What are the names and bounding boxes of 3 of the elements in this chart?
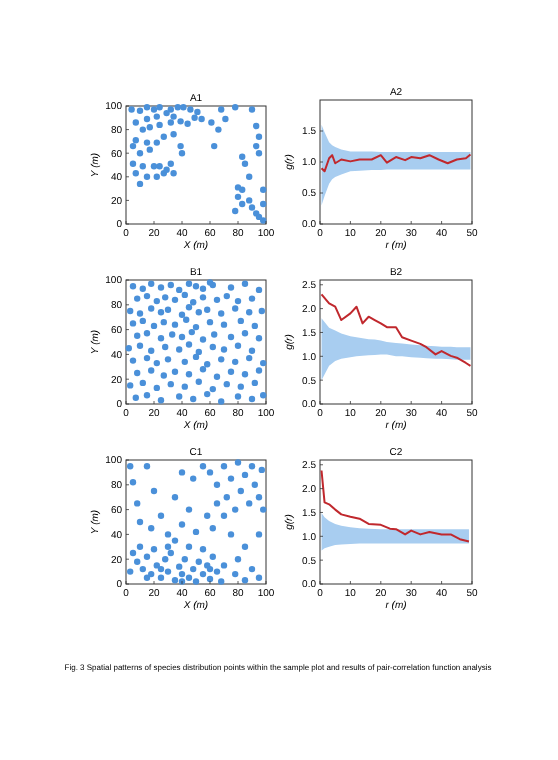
line-series: [320, 153, 472, 173]
line-series: [320, 293, 472, 367]
line-series: [320, 469, 470, 543]
